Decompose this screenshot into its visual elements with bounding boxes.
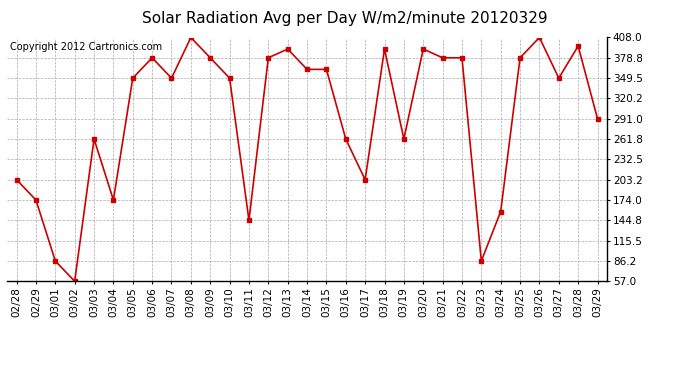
Text: Solar Radiation Avg per Day W/m2/minute 20120329: Solar Radiation Avg per Day W/m2/minute …	[142, 11, 548, 26]
Text: Copyright 2012 Cartronics.com: Copyright 2012 Cartronics.com	[10, 42, 162, 52]
